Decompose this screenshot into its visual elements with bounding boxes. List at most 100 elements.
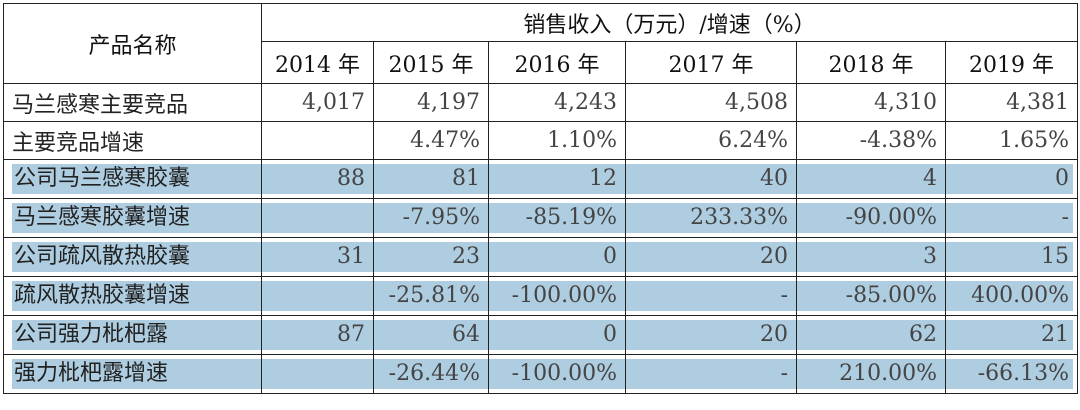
year-header: 2016 年 — [488, 41, 626, 84]
product-name-header: 产品名称 — [3, 3, 262, 84]
row-value: 1.10% — [488, 121, 626, 160]
row-value: 88 — [261, 159, 374, 199]
highlight-band: 12 — [489, 164, 625, 194]
highlight-band: 88 — [262, 164, 373, 194]
row-value: 4.47% — [373, 121, 489, 160]
highlight-band: -25.81% — [374, 281, 488, 311]
sales-group-header: 销售收入（万元）/增速（%） — [260, 3, 1079, 42]
highlight-band: -90.00% — [797, 203, 945, 233]
row-value — [261, 276, 374, 316]
table-row: 疏风散热胶囊增速 -25.81% -100.00% - -85.00% 400.00% — [3, 276, 1079, 316]
table-row: 马兰感寒胶囊增速 -7.95% -85.19% 233.33% -90.00% - — [3, 198, 1079, 238]
row-name: 公司强力枇杷露 — [3, 315, 262, 355]
year-header: 2018 年 — [796, 41, 946, 84]
row-value: -90.00% — [796, 198, 946, 238]
table-row: 强力枇杷露增速 -26.44% -100.00% -210.00% -66.13% — [3, 354, 1079, 394]
highlight-band: -26.44% — [374, 359, 488, 389]
row-value: 0 — [488, 237, 626, 277]
row-value: 20 — [625, 315, 797, 355]
highlight-band — [262, 203, 373, 233]
highlight-band: -85.00% — [797, 281, 945, 311]
header-row-1: 产品名称 销售收入（万元）/增速（%） — [3, 3, 1079, 84]
highlight-band: -7.95% — [374, 203, 488, 233]
row-value: -85.00% — [796, 276, 946, 316]
row-value: 62 — [796, 315, 946, 355]
row-name: 马兰感寒主要竞品 — [3, 83, 262, 122]
highlight-band: 210.00% — [797, 359, 945, 389]
highlight-band: 81 — [374, 164, 488, 194]
row-value: 400.00% — [944, 276, 1079, 316]
row-name: 公司疏风散热胶囊 — [3, 237, 262, 277]
highlight-band: 公司强力枇杷露 — [12, 320, 261, 350]
highlight-band: 40 — [626, 164, 796, 194]
table-row: 公司疏风散热胶囊 31 23 0 20 3 15 — [3, 237, 1079, 277]
row-name: 马兰感寒胶囊增速 — [3, 198, 262, 238]
row-value: 1.65% — [944, 121, 1079, 160]
row-value: 210.00% — [796, 354, 946, 394]
highlight-band: -66.13% — [946, 359, 1074, 389]
highlight-band: 62 — [797, 320, 945, 350]
row-value: -25.81% — [373, 276, 489, 316]
year-header: 2014 年 — [261, 41, 374, 84]
row-value: -100.00% — [488, 354, 626, 394]
highlight-band: 公司疏风散热胶囊 — [12, 242, 261, 272]
highlight-band: 23 — [374, 242, 488, 272]
row-value: 20 — [625, 237, 797, 277]
highlight-band: 强力枇杷露增速 — [12, 359, 261, 389]
row-value: 0 — [488, 315, 626, 355]
row-value: 23 — [373, 237, 489, 277]
row-value: 4,017 — [261, 83, 374, 122]
highlight-band: 233.33% — [626, 203, 796, 233]
row-value: 31 — [261, 237, 374, 277]
highlight-band: - — [946, 203, 1074, 233]
row-value: 6.24% — [625, 121, 797, 160]
highlight-band — [262, 281, 373, 311]
row-value: -85.19% — [488, 198, 626, 238]
row-value: -7.95% — [373, 198, 489, 238]
highlight-band — [262, 359, 373, 389]
row-name: 疏风散热胶囊增速 — [3, 276, 262, 316]
row-value: 4,508 — [625, 83, 797, 122]
highlight-band: 87 — [262, 320, 373, 350]
row-value — [261, 121, 374, 160]
row-value: 81 — [373, 159, 489, 199]
highlight-band: 马兰感寒胶囊增速 — [12, 203, 261, 233]
row-value — [261, 198, 374, 238]
highlight-band: 64 — [374, 320, 488, 350]
row-name: 公司马兰感寒胶囊 — [3, 159, 262, 199]
row-value: 4,197 — [373, 83, 489, 122]
row-value: 233.33% — [625, 198, 797, 238]
highlight-band: 疏风散热胶囊增速 — [12, 281, 261, 311]
row-value: - — [944, 198, 1079, 238]
highlight-band: 400.00% — [946, 281, 1074, 311]
highlight-band: 15 — [946, 242, 1074, 272]
highlight-band: -100.00% — [489, 359, 625, 389]
highlight-band: 20 — [626, 242, 796, 272]
highlight-band: 3 — [797, 242, 945, 272]
highlight-band: -100.00% — [489, 281, 625, 311]
sales-table: 产品名称 销售收入（万元）/增速（%） 2014 年 2015 年 2016 年… — [3, 3, 1079, 394]
row-value: 4,310 — [796, 83, 946, 122]
row-value — [261, 354, 374, 394]
row-value: 15 — [944, 237, 1079, 277]
row-value: -100.00% — [488, 276, 626, 316]
row-value: 0 — [944, 159, 1079, 199]
highlight-band: 公司马兰感寒胶囊 — [12, 164, 261, 194]
year-header: 2015 年 — [373, 41, 489, 84]
highlight-band: 0 — [489, 242, 625, 272]
row-value: 64 — [373, 315, 489, 355]
row-value: 4 — [796, 159, 946, 199]
row-value: 87 — [261, 315, 374, 355]
highlight-band: 0 — [946, 164, 1074, 194]
row-name: 主要竞品增速 — [3, 121, 262, 160]
table-row: 公司马兰感寒胶囊 88 81 12 40 4 0 — [3, 159, 1079, 199]
highlight-band: - — [626, 281, 796, 311]
highlight-band: 4 — [797, 164, 945, 194]
highlight-band: 20 — [626, 320, 796, 350]
highlight-band: 21 — [946, 320, 1074, 350]
row-value: -66.13% — [944, 354, 1079, 394]
highlight-band: - — [626, 359, 796, 389]
table-row: 马兰感寒主要竞品 4,017 4,197 4,243 4,508 4,310 4,381 — [3, 83, 1079, 122]
year-header: 2017 年 — [625, 41, 797, 84]
table-row: 主要竞品增速 4.47% 1.10% 6.24% -4.38% 1.65% — [3, 121, 1079, 160]
